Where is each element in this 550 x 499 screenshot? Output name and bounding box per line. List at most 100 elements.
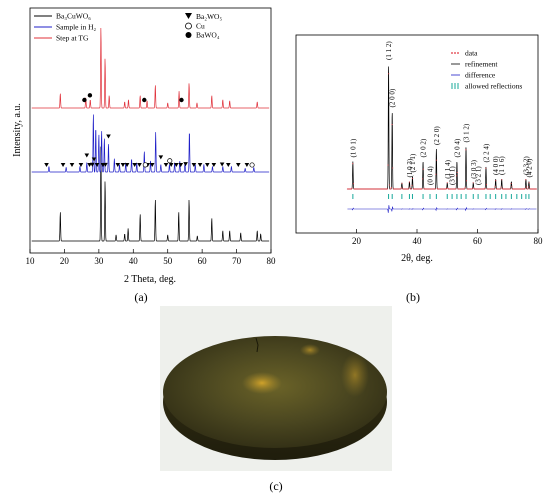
ba2wo5-mark xyxy=(103,162,108,167)
data-point xyxy=(408,188,410,190)
data-point xyxy=(485,184,488,186)
data-point xyxy=(410,188,412,190)
data-point xyxy=(408,181,410,183)
hkl-label: (1 0 1) xyxy=(349,138,357,157)
panel-a-phase-legend: Ba₂WO₅ Cu BaWO₄ xyxy=(185,12,222,40)
data-point xyxy=(465,149,467,151)
data-point xyxy=(390,187,392,189)
ba2wo5-mark xyxy=(84,153,90,158)
x-tick-label: 20 xyxy=(60,256,70,266)
data-point xyxy=(435,173,437,175)
legend-label-step-tg: Step at TG xyxy=(56,34,89,43)
ba2wo5-mark xyxy=(44,163,49,167)
bawo4-mark xyxy=(82,97,87,103)
cu-mark xyxy=(249,162,255,168)
panel-b-data-points xyxy=(346,73,537,190)
ba2wo5-mark xyxy=(158,155,164,160)
series-line-0 xyxy=(31,146,270,242)
ba2wo5-mark xyxy=(197,163,203,167)
data-point xyxy=(485,167,487,169)
pellet-top xyxy=(163,336,387,448)
data-point xyxy=(471,188,474,190)
legend-marker-reflections xyxy=(451,83,459,89)
data-point xyxy=(494,185,496,187)
open-circle-icon xyxy=(185,22,192,30)
data-point xyxy=(527,188,529,190)
ba2wo5-mark xyxy=(178,162,184,167)
panel-a-frame xyxy=(29,7,272,254)
ba2wo5-mark xyxy=(205,163,210,167)
hkl-label: (1 1 6) xyxy=(498,156,506,175)
panel-b-frame xyxy=(295,34,539,234)
panel-a-label: (a) xyxy=(134,290,147,304)
panel-a-phase-marks xyxy=(44,93,255,168)
data-point xyxy=(351,187,353,189)
data-point xyxy=(500,186,502,188)
x-tick-label: 80 xyxy=(267,256,277,266)
panel-b-chart: (1 0 1)(1 1 2)(2 0 0)(1 0 3)(2 1 1)(2 0 … xyxy=(295,34,544,304)
ba2wo5-mark xyxy=(124,162,130,167)
data-point xyxy=(386,188,388,190)
ba2wo5-mark xyxy=(69,163,75,167)
data-point xyxy=(352,183,354,185)
data-point xyxy=(388,184,390,186)
data-point xyxy=(387,164,389,166)
x-tick-label: 10 xyxy=(26,256,36,266)
data-point xyxy=(446,187,448,190)
phase-legend-bawo4: BaWO₄ xyxy=(196,31,220,40)
ba2wo5-mark xyxy=(132,163,137,167)
data-point xyxy=(400,188,402,190)
ba2wo5-mark xyxy=(235,163,241,167)
data-point xyxy=(422,178,424,180)
hkl-label: (3 0 3) xyxy=(470,159,478,178)
data-point xyxy=(422,168,424,170)
ba2wo5-mark xyxy=(174,163,179,167)
ba2wo5-mark xyxy=(219,162,225,167)
x-tick-label: 40 xyxy=(413,236,423,246)
panel-c-label: (c) xyxy=(269,479,282,493)
hkl-label: (4 0 0) xyxy=(492,156,500,175)
data-point xyxy=(401,182,403,184)
x-tick-label: 70 xyxy=(232,256,242,266)
x-tick-label: 40 xyxy=(129,256,139,266)
data-point xyxy=(528,182,530,184)
panel-b-hkl-labels: (1 0 1)(1 1 2)(2 0 0)(1 0 3)(2 1 1)(2 0 … xyxy=(349,41,533,185)
ba2wo5-mark xyxy=(106,134,111,139)
ba2wo5-mark xyxy=(211,162,217,167)
data-point xyxy=(484,187,486,189)
x-tick-label: 80 xyxy=(534,236,544,246)
hkl-label: (2 2 4) xyxy=(482,143,490,162)
data-point xyxy=(390,188,392,190)
cu-mark xyxy=(167,158,173,164)
legend-marker-data xyxy=(451,52,459,54)
data-point xyxy=(535,188,537,190)
ba2wo5-mark xyxy=(183,162,188,167)
hkl-label: (2 0 0) xyxy=(389,88,397,107)
panel-a-xlabel: 2 Theta, deg. xyxy=(124,274,176,285)
data-point xyxy=(525,179,527,181)
hkl-label: (3 1 2) xyxy=(463,123,471,142)
legend-label-ba3cuwo6: Ba₃CuWO₆ xyxy=(56,12,91,21)
triangle-down-icon xyxy=(185,13,192,19)
data-point xyxy=(421,188,423,190)
hkl-label: (2 1 1) xyxy=(409,153,417,172)
data-point xyxy=(464,187,466,189)
data-point xyxy=(472,182,474,184)
panel-a-x-axis: 10 20 30 40 50 60 70 80 xyxy=(26,249,277,266)
data-point xyxy=(388,73,390,75)
data-point xyxy=(525,186,527,188)
x-tick-label: 60 xyxy=(198,256,208,266)
x-tick-label: 20 xyxy=(352,236,362,246)
pellet-yellow-rim xyxy=(341,353,369,397)
ba2wo5-mark xyxy=(168,163,174,167)
panel-a-ylabel: Intensity, a.u. xyxy=(12,103,23,157)
data-point xyxy=(495,180,497,182)
x-tick-label: 30 xyxy=(94,256,104,266)
hkl-label: (0 0 4) xyxy=(427,166,435,185)
data-point xyxy=(527,186,529,188)
legend-label-difference: difference xyxy=(465,71,496,80)
data-point xyxy=(412,178,414,180)
data-point xyxy=(483,188,486,190)
ba2wo5-mark xyxy=(163,163,169,167)
